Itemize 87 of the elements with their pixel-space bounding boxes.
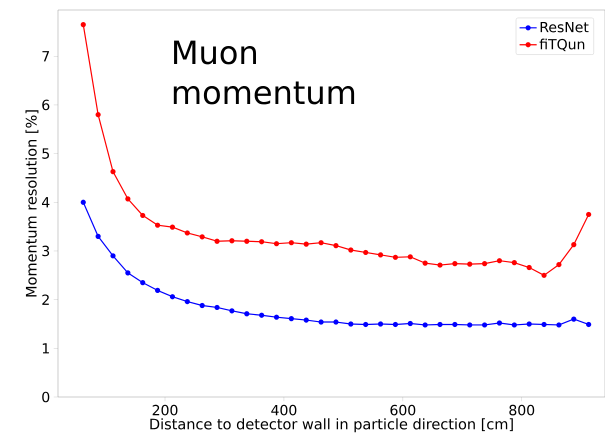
point bbox=[363, 250, 368, 256]
y-tick-label: 4 bbox=[42, 197, 50, 208]
point bbox=[80, 200, 86, 205]
point bbox=[244, 311, 250, 316]
point bbox=[512, 260, 517, 266]
point bbox=[541, 322, 547, 328]
y-axis-title: Momentum resolution [%] bbox=[25, 110, 38, 297]
point bbox=[586, 322, 592, 328]
point bbox=[125, 270, 130, 276]
point bbox=[110, 169, 116, 174]
point bbox=[140, 212, 146, 218]
point bbox=[140, 280, 146, 286]
point bbox=[274, 314, 280, 320]
point bbox=[184, 298, 190, 304]
point bbox=[96, 112, 101, 118]
point bbox=[259, 312, 264, 318]
point bbox=[348, 321, 354, 327]
point bbox=[96, 234, 101, 239]
point bbox=[512, 322, 517, 328]
point bbox=[556, 262, 562, 268]
point bbox=[541, 272, 547, 278]
point bbox=[318, 319, 324, 325]
point bbox=[467, 322, 472, 328]
point bbox=[154, 222, 160, 228]
point bbox=[452, 261, 458, 266]
point bbox=[184, 230, 190, 236]
y-tick-label: 7 bbox=[42, 51, 50, 62]
point bbox=[496, 258, 502, 264]
point bbox=[200, 234, 205, 240]
legend-label: fiTQun bbox=[540, 38, 584, 52]
annotation: Muon momentum bbox=[174, 40, 354, 104]
y-tick-label: 1 bbox=[42, 343, 49, 354]
point bbox=[526, 264, 532, 270]
point bbox=[333, 243, 339, 248]
point bbox=[452, 322, 458, 328]
point bbox=[556, 322, 562, 328]
point bbox=[378, 252, 384, 258]
point bbox=[110, 253, 116, 258]
point bbox=[259, 239, 264, 244]
point bbox=[333, 319, 339, 325]
point bbox=[288, 240, 294, 246]
point bbox=[304, 242, 309, 247]
x-axis-title: Distance to detector wall in particle direction [cm] bbox=[150, 418, 513, 432]
point bbox=[125, 196, 130, 202]
point bbox=[482, 261, 488, 266]
point bbox=[408, 320, 413, 326]
point bbox=[214, 304, 220, 310]
point bbox=[586, 212, 592, 218]
x-tick-label: 800 bbox=[509, 404, 534, 416]
point bbox=[229, 238, 235, 244]
point bbox=[408, 254, 413, 260]
point bbox=[437, 262, 443, 268]
y-tick-label: 3 bbox=[42, 246, 50, 256]
point bbox=[422, 260, 428, 266]
point bbox=[229, 308, 235, 314]
legend-label: ResNet bbox=[540, 22, 589, 32]
x-tick-label: 200 bbox=[152, 404, 178, 416]
x-tick-label: 400 bbox=[271, 404, 296, 416]
point bbox=[170, 224, 176, 230]
point bbox=[482, 322, 488, 328]
point bbox=[422, 322, 428, 328]
point bbox=[80, 22, 86, 28]
point bbox=[571, 316, 576, 322]
point bbox=[154, 288, 160, 293]
point bbox=[378, 321, 384, 327]
x-tick-label: 600 bbox=[390, 404, 416, 416]
point bbox=[288, 316, 294, 322]
point bbox=[496, 320, 502, 326]
point bbox=[318, 240, 324, 246]
point bbox=[214, 238, 220, 244]
point bbox=[526, 321, 532, 327]
y-tick-label: 6 bbox=[42, 100, 50, 110]
point bbox=[200, 302, 205, 308]
point bbox=[244, 238, 250, 244]
y-tick-label: 0 bbox=[42, 392, 50, 402]
point bbox=[437, 322, 443, 328]
point bbox=[304, 317, 309, 323]
point bbox=[170, 294, 176, 300]
point bbox=[348, 247, 354, 253]
y-tick-label: 2 bbox=[42, 294, 49, 305]
point bbox=[363, 322, 368, 328]
point bbox=[274, 241, 280, 246]
point bbox=[467, 262, 472, 267]
point bbox=[392, 322, 398, 328]
point bbox=[571, 242, 576, 248]
y-tick-label: 5 bbox=[42, 148, 49, 159]
point bbox=[392, 254, 398, 260]
